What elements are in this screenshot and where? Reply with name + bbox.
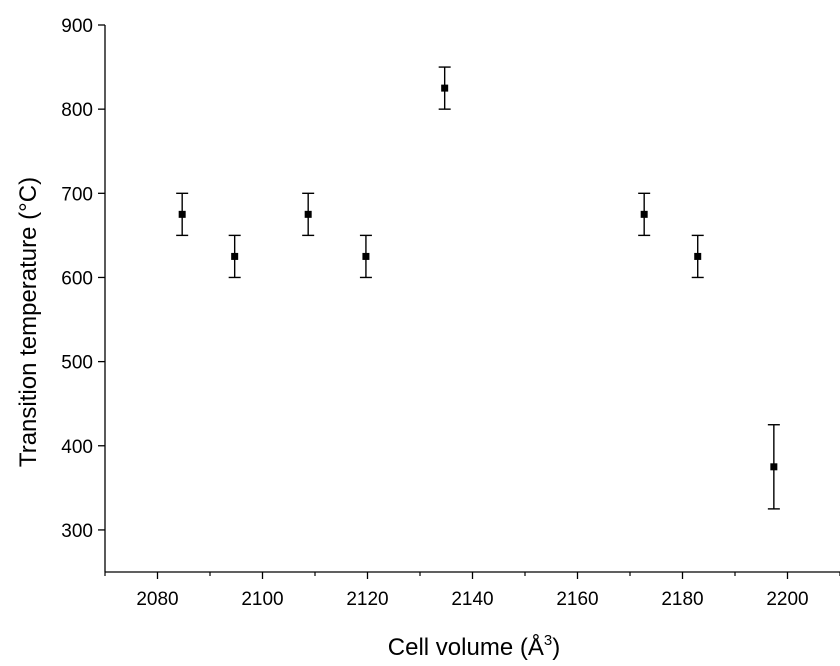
data-point (691, 234, 704, 279)
data-point (638, 192, 651, 237)
ticks: 300 400 500 600 700 800 900 2080 2100 2120 2140 216… (61, 16, 840, 610)
y-tick-label: 400 (61, 437, 93, 458)
point-marker (441, 84, 449, 92)
y-tick-label: 900 (61, 16, 93, 37)
y-tick-label: 800 (61, 100, 93, 121)
y-axis-title: Transition temperature (°C) (15, 177, 42, 467)
point-marker (178, 210, 186, 218)
y-tick-label: 700 (61, 184, 93, 205)
x-tick-label: 2080 (136, 589, 178, 610)
data-point (438, 66, 451, 110)
data-point (359, 234, 372, 279)
point-marker (304, 210, 312, 218)
point-marker (770, 463, 778, 471)
axes (104, 25, 840, 573)
data-point (767, 424, 780, 510)
x-tick-label: 2120 (346, 589, 388, 610)
data-point (228, 234, 241, 279)
data-point (176, 192, 189, 237)
y-tick-label: 600 (61, 268, 93, 289)
x-tick-label: 2100 (241, 589, 283, 610)
x-axis-title: Cell volume (Å3) (388, 632, 560, 661)
data-point (302, 192, 315, 237)
data-points (176, 66, 780, 510)
x-tick-label: 2180 (661, 589, 703, 610)
point-marker (231, 252, 239, 260)
point-marker (694, 252, 702, 260)
point-marker (362, 252, 370, 260)
x-tick-label: 2140 (451, 589, 493, 610)
point-marker (640, 210, 648, 218)
x-tick-label: 2160 (556, 589, 598, 610)
x-tick-label: 2200 (766, 589, 808, 610)
y-tick-label: 500 (61, 353, 93, 374)
y-tick-label: 300 (61, 521, 93, 542)
